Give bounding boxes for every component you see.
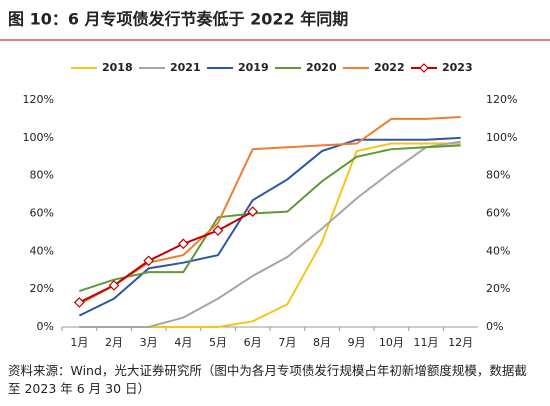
series-line	[78, 136, 461, 317]
y2-tick-label: 20%	[486, 282, 510, 295]
source-note: 资料来源：Wind，光大证券研究所（图中为各月专项债发行规模占年初新增额度规模，…	[8, 363, 527, 396]
legend-label: 2018	[102, 61, 133, 74]
legend-label: 2023	[442, 61, 473, 74]
y2-tick-label: 120%	[486, 93, 517, 106]
legend-marker	[419, 63, 429, 73]
y2-tick-label: 60%	[486, 207, 510, 220]
y-tick-label: 0%	[37, 320, 54, 333]
y-tick-label: 60%	[30, 207, 54, 220]
y-tick-label: 20%	[30, 282, 54, 295]
y-tick-label: 40%	[30, 244, 54, 257]
y-tick-label: 80%	[30, 169, 54, 182]
y2-tick-label: 0%	[486, 320, 503, 333]
y2-tick-label: 100%	[486, 131, 517, 144]
x-tick-label: 2月	[105, 336, 123, 349]
chart: 图 10：6 月专项债发行节奏低于 2022 年同期 0% 20% 40% 60% 80…	[0, 10, 550, 349]
legend-label: 2021	[170, 61, 201, 74]
legend-label: 2019	[238, 61, 269, 74]
point-marker	[108, 280, 120, 291]
x-tick-label: 9月	[348, 336, 366, 349]
point-marker	[143, 255, 155, 267]
legend-label: 2022	[374, 61, 405, 74]
x-tick-label: 3月	[140, 336, 158, 349]
y2-tick-label: 80%	[486, 169, 510, 182]
series-line	[79, 140, 461, 328]
y-tick-label: 100%	[23, 131, 54, 144]
x-tick-label: 4月	[174, 336, 192, 349]
series-line	[78, 210, 254, 304]
point-marker	[73, 297, 85, 308]
y2-tick-label: 40%	[486, 244, 510, 257]
x-tick-label: 6月	[244, 336, 262, 349]
point-marker	[247, 206, 259, 217]
series-line	[79, 144, 461, 293]
x-tick-label: 7月	[278, 336, 296, 349]
x-tick-label: 10月	[379, 336, 404, 349]
series-line	[78, 116, 461, 306]
y-tick-label: 120%	[23, 93, 54, 106]
x-tick-label: 12月	[448, 336, 473, 349]
x-tick-label: 8月	[313, 336, 331, 349]
series-line	[79, 142, 461, 328]
x-tick-label: 11月	[414, 336, 439, 349]
x-tick-label: 1月	[70, 336, 88, 349]
point-marker	[212, 225, 224, 236]
legend-label: 2020	[306, 61, 337, 74]
x-tick-label: 5月	[209, 336, 227, 349]
point-marker	[177, 238, 189, 250]
chart-title: 图 10：6 月专项债发行节奏低于 2022 年同期	[8, 10, 348, 29]
